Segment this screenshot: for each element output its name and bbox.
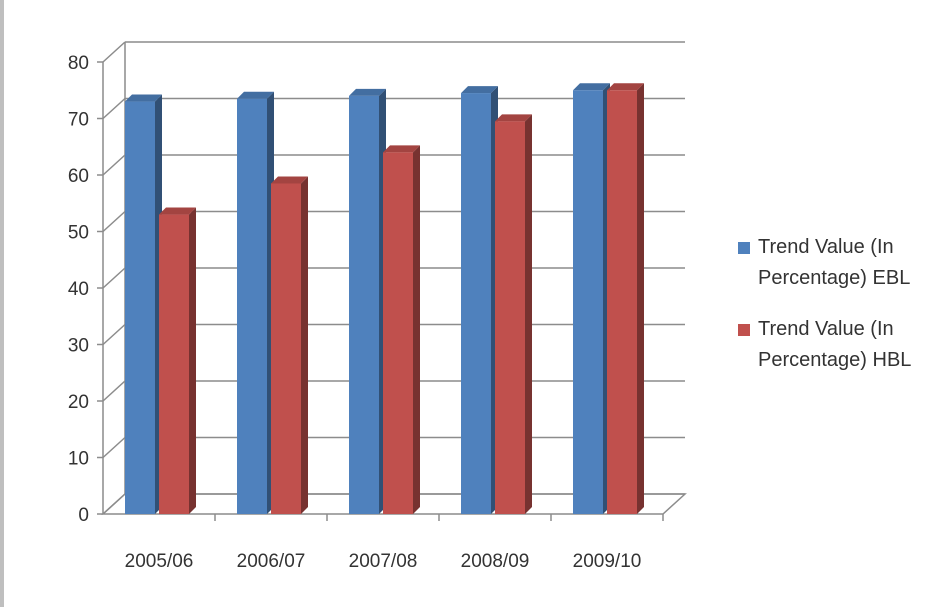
bar: [349, 88, 386, 515]
legend-label-ebl: Trend Value (In Percentage) EBL: [758, 236, 911, 289]
bar-front: [125, 101, 155, 515]
legend-swatch-ebl: [738, 242, 750, 254]
y-tick-label: 20: [68, 392, 89, 413]
gridline-side: [102, 154, 126, 176]
x-tick-label: 2007/08: [349, 551, 418, 572]
gridline-side: [102, 41, 126, 63]
bar: [495, 114, 532, 514]
bar-top: [271, 176, 308, 184]
y-tick-label: 80: [68, 53, 89, 74]
legend-label-hbl: Trend Value (In Percentage) HBL: [758, 318, 912, 371]
bar-front: [349, 95, 379, 515]
y-axis-ticks: 0 10 20 30 40 50 60 70 80: [68, 53, 89, 526]
legend: Trend Value (In Percentage) EBL Trend Va…: [738, 232, 943, 396]
bar-top: [461, 86, 498, 94]
bar-front: [495, 121, 525, 514]
bar: [271, 176, 308, 514]
bar-top: [495, 114, 532, 122]
bars: [125, 83, 644, 515]
bar-side: [525, 114, 532, 514]
gridline-side: [102, 436, 126, 459]
bar-top: [383, 145, 420, 153]
bar-side: [413, 145, 420, 514]
y-tick-label: 30: [68, 336, 89, 357]
x-tick-label: 2008/09: [461, 551, 530, 572]
bar-top: [349, 88, 386, 96]
x-tick-label: 2009/10: [573, 551, 642, 572]
gridline-side: [102, 380, 126, 402]
bar-top: [125, 94, 162, 102]
gridline-side: [102, 323, 126, 346]
y-tick-label: 40: [68, 279, 89, 300]
bar: [607, 83, 644, 514]
bar: [125, 94, 162, 515]
bar: [159, 207, 196, 515]
bar-front: [383, 152, 413, 514]
bar: [237, 91, 274, 514]
bar-front: [607, 90, 637, 514]
bar-front: [159, 214, 189, 515]
bar-top: [159, 207, 196, 215]
bar-top: [237, 91, 274, 99]
x-tick-label: 2006/07: [237, 551, 306, 572]
legend-swatch-hbl: [738, 324, 750, 336]
x-axis-ticks: 2005/06 2006/07 2007/08 2008/09 2009/10: [125, 551, 642, 572]
gridline-side: [102, 210, 126, 233]
y-tick-label: 60: [68, 166, 89, 187]
y-tick-label: 70: [68, 110, 89, 131]
bar-top: [573, 83, 610, 91]
bar-side: [637, 83, 644, 514]
bar-front: [237, 98, 267, 514]
bar-side: [189, 207, 196, 515]
gridline-side: [102, 267, 126, 289]
bar-side: [301, 176, 308, 514]
bar: [461, 86, 498, 514]
legend-item-hbl: Trend Value (In Percentage) HBL: [738, 314, 943, 376]
gridline-side: [102, 97, 126, 120]
bar: [573, 83, 610, 514]
bar-front: [461, 93, 491, 514]
bar-top: [607, 83, 644, 91]
bar-front: [573, 90, 603, 514]
bar: [383, 145, 420, 514]
y-tick-label: 50: [68, 223, 89, 244]
bar-front: [271, 183, 301, 514]
y-tick-label: 10: [68, 449, 89, 470]
x-tick-label: 2005/06: [125, 551, 194, 572]
legend-item-ebl: Trend Value (In Percentage) EBL: [738, 232, 943, 294]
y-tick-label: 0: [78, 505, 89, 526]
